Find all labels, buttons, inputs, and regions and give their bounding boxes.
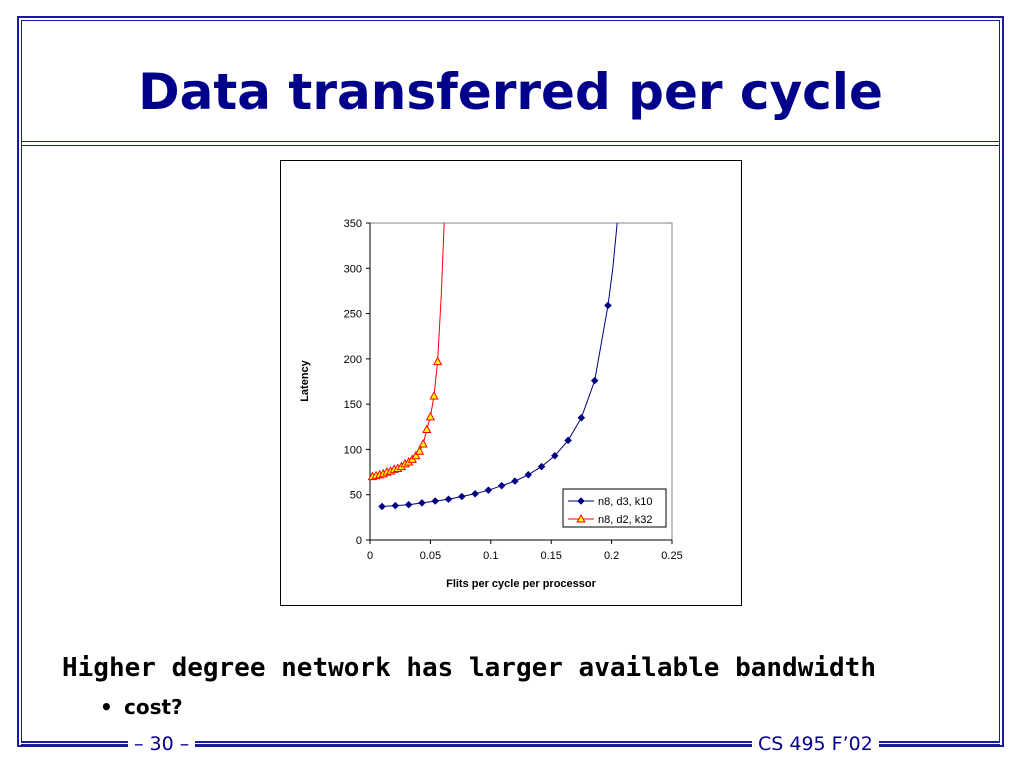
data-point-diamond <box>484 486 493 495</box>
legend-label: n8, d2, k32 <box>598 514 652 526</box>
data-point-diamond <box>524 470 533 479</box>
title-rule-top <box>21 141 1000 142</box>
bullet-sub: • cost? <box>100 692 183 722</box>
footer-rule <box>21 741 1000 745</box>
data-point-diamond <box>391 501 400 510</box>
data-point-diamond <box>564 436 572 445</box>
data-point-diamond <box>457 492 466 501</box>
data-point-diamond <box>590 376 599 385</box>
chart-container: 0 50 100 150 200 250 300 350 0 0.05 0.1 0.15 0.2 0.25… <box>280 160 742 606</box>
bullet-sub-text: cost? <box>124 695 183 719</box>
data-point-diamond <box>497 481 506 490</box>
series-layer <box>367 223 618 511</box>
data-point-triangle <box>576 513 586 523</box>
data-point-diamond <box>404 500 413 509</box>
axes: 0 50 100 150 200 250 300 350 0 0.05 0.1 0.15 0.2 0.25 <box>344 218 683 562</box>
slide-title: Data transferred per cycle <box>138 63 883 121</box>
data-point-diamond <box>431 497 440 505</box>
data-point-triangle <box>425 411 436 421</box>
x-tick-label: 0.15 <box>540 550 561 562</box>
x-tick-label: 0.2 <box>604 550 619 562</box>
data-point-triangle <box>422 424 432 434</box>
y-tick-label: 50 <box>350 490 362 502</box>
data-point-diamond <box>444 495 453 504</box>
data-point-diamond <box>604 301 612 310</box>
data-point-triangle <box>433 356 443 366</box>
x-tick-label: 0.1 <box>483 550 498 562</box>
data-point-diamond <box>471 489 479 498</box>
latency-chart: 0 50 100 150 200 250 300 350 0 0.05 0.1 0.15 0.2 0.25… <box>299 218 683 590</box>
x-axis-label: Flits per cycle per processor <box>446 578 597 590</box>
y-tick-label: 300 <box>344 263 362 275</box>
data-point-diamond <box>550 451 559 460</box>
bullet-dot: • <box>100 695 113 719</box>
legend-label: n8, d3, k10 <box>598 496 652 508</box>
data-point-triangle <box>418 438 428 448</box>
slide-frame-inner <box>21 20 1000 743</box>
plot-area <box>369 222 673 541</box>
data-point-diamond <box>577 413 586 422</box>
data-point-diamond <box>577 497 585 505</box>
y-tick-label: 250 <box>344 309 362 321</box>
data-point-diamond <box>378 502 386 511</box>
y-axis-label: Latency <box>299 359 311 401</box>
y-tick-label: 0 <box>356 535 362 547</box>
data-point-diamond <box>418 499 426 507</box>
data-point-triangle <box>411 450 421 460</box>
bullet-main-text: Higher degree network has larger availab… <box>62 653 876 683</box>
x-tick-label: 0 <box>367 550 373 562</box>
y-tick-label: 150 <box>344 399 362 411</box>
x-tick-label: 0.05 <box>420 550 441 562</box>
data-point-triangle <box>429 390 439 400</box>
legend: n8, d3, k10 n8, d2, k32 <box>562 488 667 528</box>
data-point-diamond <box>537 462 546 471</box>
data-point-triangle <box>414 446 425 455</box>
title-rule-bottom <box>21 145 1000 146</box>
y-tick-label: 100 <box>344 444 362 456</box>
y-tick-label: 200 <box>344 354 362 366</box>
slide-frame-outer <box>17 16 1004 747</box>
course-label: CS 495 F’02 <box>752 732 879 756</box>
x-tick-label: 0.25 <box>661 550 682 562</box>
data-point-diamond <box>511 477 519 485</box>
y-tick-label: 350 <box>344 218 362 230</box>
page-number: – 30 – <box>128 732 196 756</box>
